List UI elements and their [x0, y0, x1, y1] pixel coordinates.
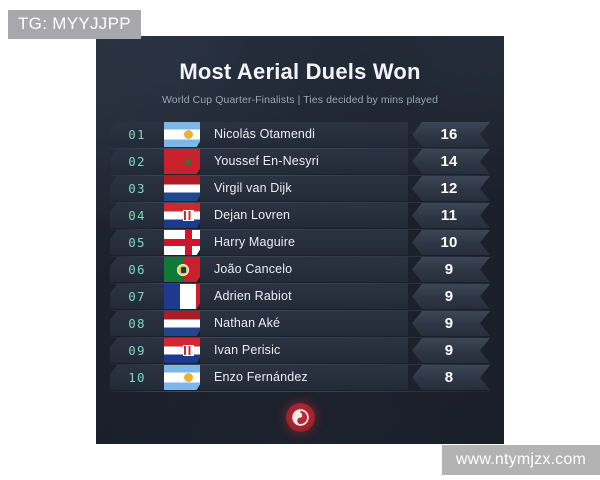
value-badge: 9: [412, 257, 490, 282]
rank-plate: 05: [110, 230, 164, 255]
player-name: João Cancelo: [214, 262, 293, 276]
name-plate: Enzo Fernández: [200, 365, 408, 390]
value-badge: 12: [412, 176, 490, 201]
rank-number: 10: [128, 369, 146, 385]
row-separator: [110, 229, 490, 230]
sun-icon: [183, 373, 193, 382]
infographic-panel: Most Aerial Duels Won World Cup Quarter-…: [96, 36, 504, 444]
star-icon: ★: [182, 154, 194, 169]
name-plate: Youssef En-Nesyri: [200, 149, 408, 174]
row-separator: [110, 310, 490, 311]
rank-plate: 09: [110, 338, 164, 363]
table-row[interactable]: 10 Enzo Fernández 8: [110, 365, 490, 392]
player-name: Virgil van Dijk: [214, 181, 292, 195]
table-row[interactable]: 05 Harry Maguire 10: [110, 230, 490, 257]
duels-won-value: 9: [444, 315, 454, 332]
logo-container: [96, 403, 504, 432]
brand-logo: [285, 403, 315, 432]
row-separator: [110, 202, 490, 203]
duels-won-value: 10: [440, 234, 458, 251]
shield-icon: [182, 210, 194, 221]
swirl-icon: [291, 409, 309, 426]
name-plate: João Cancelo: [200, 257, 408, 282]
rank-plate: 02: [110, 149, 164, 174]
value-badge: 16: [412, 122, 490, 147]
rank-number: 02: [128, 153, 146, 169]
player-name: Ivan Perisic: [214, 343, 281, 357]
value-badge: 14: [412, 149, 490, 174]
row-separator: [110, 337, 490, 338]
player-name: Harry Maguire: [214, 235, 296, 249]
player-name: Nathan Aké: [214, 316, 281, 330]
row-separator: [110, 256, 490, 257]
name-plate: Dejan Lovren: [200, 203, 408, 228]
duels-won-value: 12: [440, 180, 458, 197]
name-plate: Virgil van Dijk: [200, 176, 408, 201]
duels-won-value: 9: [444, 261, 454, 278]
duels-won-value: 8: [444, 369, 454, 386]
table-row[interactable]: 06 João Cancelo 9: [110, 257, 490, 284]
row-separator: [110, 364, 490, 365]
rank-number: 01: [128, 126, 146, 142]
name-plate: Harry Maguire: [200, 230, 408, 255]
rank-number: 03: [128, 180, 146, 196]
rank-number: 06: [128, 261, 146, 277]
rank-plate: 01: [110, 122, 164, 147]
rank-plate: 10: [110, 365, 164, 390]
player-name: Enzo Fernández: [214, 370, 308, 384]
cross-horizontal: [164, 239, 212, 246]
table-row[interactable]: 04 Dejan Lovren 11: [110, 203, 490, 230]
rank-plate: 06: [110, 257, 164, 282]
ranking-list: 01 Nicolás Otamendi 16 02 ★ Youssef En-Nesyri…: [96, 122, 504, 392]
player-name: Nicolás Otamendi: [214, 127, 316, 141]
rank-plate: 04: [110, 203, 164, 228]
player-name: Youssef En-Nesyri: [214, 154, 319, 168]
name-plate: Adrien Rabiot: [200, 284, 408, 309]
table-row[interactable]: 07 Adrien Rabiot 9: [110, 284, 490, 311]
name-plate: Nathan Aké: [200, 311, 408, 336]
rank-plate: 03: [110, 176, 164, 201]
site-watermark: www.ntymjzx.com: [441, 445, 600, 475]
page-subtitle: World Cup Quarter-Finalists | Ties decid…: [161, 94, 439, 106]
row-separator: [110, 391, 490, 392]
rank-number: 04: [128, 207, 146, 223]
duels-won-value: 9: [444, 342, 454, 359]
player-name: Dejan Lovren: [214, 208, 291, 222]
duels-won-value: 14: [440, 153, 458, 170]
player-name: Adrien Rabiot: [214, 289, 292, 303]
value-badge: 8: [412, 365, 490, 390]
value-badge: 9: [412, 338, 490, 363]
name-plate: Ivan Perisic: [200, 338, 408, 363]
duels-won-value: 16: [440, 126, 458, 143]
telegram-tag: TG: MYYJJPP: [8, 10, 141, 39]
table-row[interactable]: 02 ★ Youssef En-Nesyri 14: [110, 149, 490, 176]
rank-plate: 07: [110, 284, 164, 309]
rank-number: 05: [128, 234, 146, 250]
sun-icon: [183, 130, 193, 139]
page-title: Most Aerial Duels Won: [179, 59, 421, 84]
shield-icon: [182, 345, 194, 356]
table-row[interactable]: 08 Nathan Aké 9: [110, 311, 490, 338]
table-row[interactable]: 09 Ivan Perisic 9: [110, 338, 490, 365]
rank-number: 08: [128, 315, 146, 331]
table-row[interactable]: 01 Nicolás Otamendi 16: [110, 122, 490, 149]
rank-number: 09: [128, 342, 146, 358]
value-badge: 9: [412, 284, 490, 309]
row-separator: [110, 148, 490, 149]
name-plate: Nicolás Otamendi: [200, 122, 408, 147]
table-row[interactable]: 03 Virgil van Dijk 12: [110, 176, 490, 203]
duels-won-value: 9: [444, 288, 454, 305]
panel-header: Most Aerial Duels Won World Cup Quarter-…: [96, 36, 504, 107]
rank-plate: 08: [110, 311, 164, 336]
value-badge: 11: [412, 203, 490, 228]
emblem-icon: [177, 263, 190, 276]
row-separator: [110, 175, 490, 176]
duels-won-value: 11: [440, 207, 458, 224]
value-badge: 9: [412, 311, 490, 336]
rank-number: 07: [128, 288, 146, 304]
row-separator: [110, 283, 490, 284]
value-badge: 10: [412, 230, 490, 255]
